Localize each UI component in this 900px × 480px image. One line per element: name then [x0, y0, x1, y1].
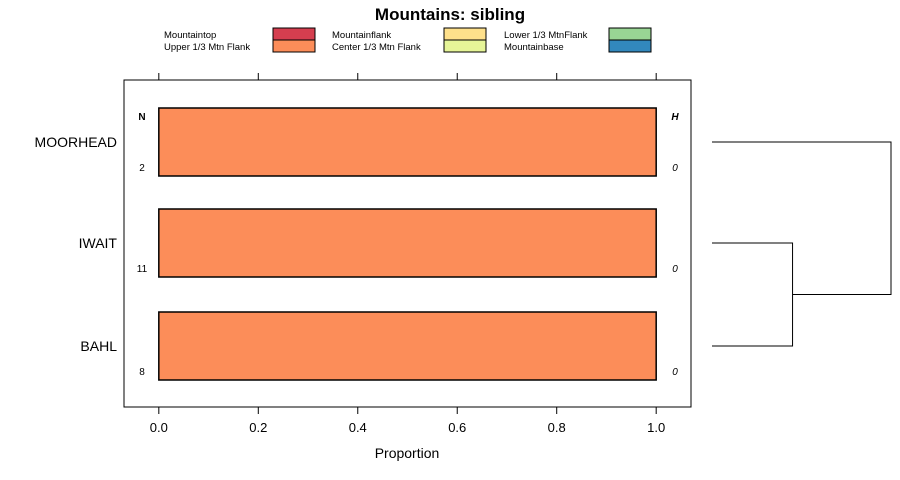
category-label: MOORHEAD	[35, 134, 117, 150]
bars: 2 0 11 0 8 0	[137, 107, 678, 381]
dendrogram-branch-outer	[712, 141, 892, 295]
h-value: 0	[672, 264, 678, 275]
plot-frame	[123, 79, 692, 408]
dendrogram	[712, 141, 892, 347]
legend-label: Center 1/3 Mtn Flank	[332, 42, 421, 53]
x-axis: 0.0 0.2 0.4 0.6 0.8 1.0	[150, 73, 665, 435]
bar-segment	[158, 107, 657, 177]
legend-swatch	[272, 39, 316, 53]
legend-swatch	[272, 27, 316, 41]
x-tick-label: 0.0	[150, 420, 168, 435]
legend-label: Lower 1/3 MtnFlank	[504, 30, 588, 41]
n-count: 8	[139, 367, 145, 378]
legend-swatch	[608, 27, 652, 41]
left-header-n: N	[138, 112, 145, 123]
legend-swatch	[443, 39, 487, 53]
dendrogram-branch-inner	[712, 242, 794, 347]
n-count: 2	[139, 163, 145, 174]
h-value: 0	[672, 367, 678, 378]
legend-label: Mountaintop	[164, 30, 216, 41]
h-value: 0	[672, 163, 678, 174]
x-axis-label: Proportion	[375, 445, 440, 461]
legend-label: Mountainbase	[504, 42, 564, 53]
legend-swatch	[608, 39, 652, 53]
x-tick-label: 0.8	[548, 420, 566, 435]
x-tick-label: 0.4	[349, 420, 367, 435]
category-label: IWAIT	[79, 235, 118, 251]
legend-label: Mountainflank	[332, 30, 391, 41]
legend-swatch	[443, 27, 487, 41]
y-axis-labels: MOORHEAD IWAIT BAHL	[35, 134, 118, 354]
category-label: BAHL	[80, 338, 117, 354]
bar-segment	[158, 208, 657, 278]
chart-title: Mountains: sibling	[375, 5, 525, 24]
legend-label: Upper 1/3 Mtn Flank	[164, 42, 250, 53]
bar-segment	[158, 311, 657, 381]
x-tick-label: 1.0	[647, 420, 665, 435]
right-header-h: H	[671, 112, 679, 123]
x-tick-label: 0.2	[249, 420, 267, 435]
n-count: 11	[137, 264, 148, 275]
x-tick-label: 0.6	[448, 420, 466, 435]
